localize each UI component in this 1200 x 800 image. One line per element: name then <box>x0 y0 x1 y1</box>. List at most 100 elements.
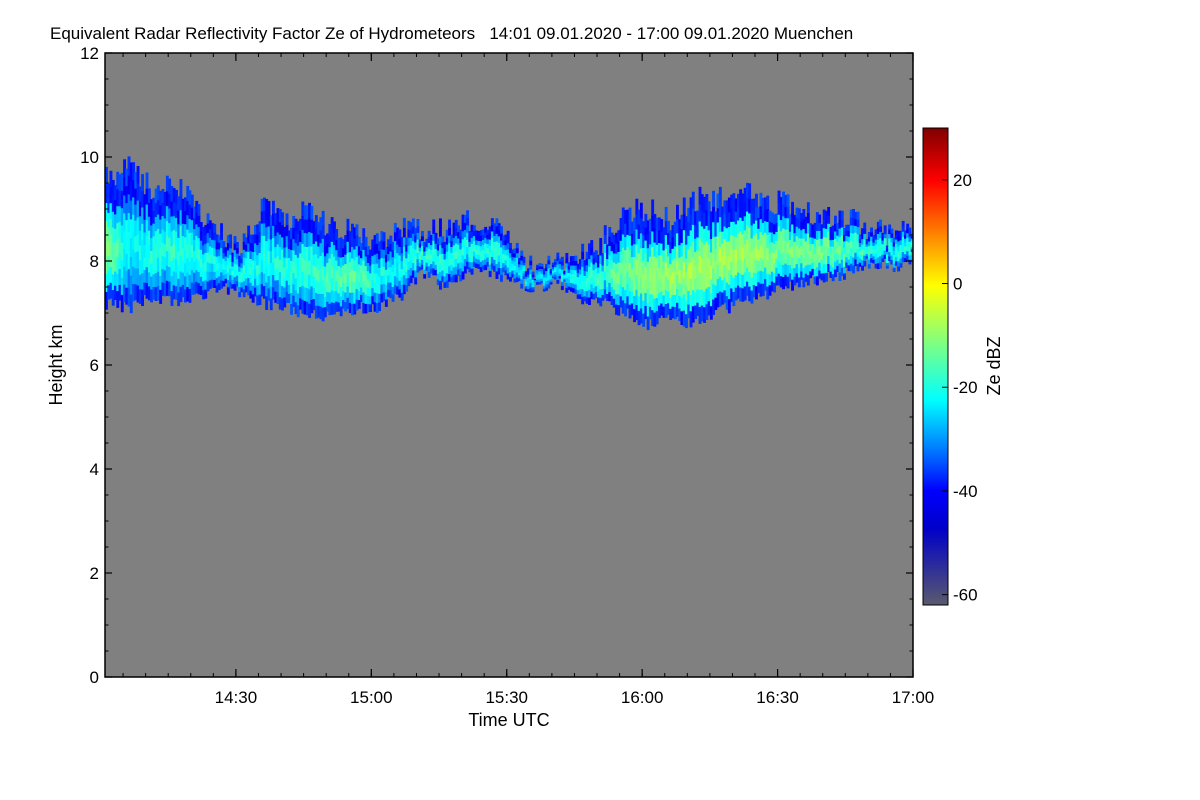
cloud-cell <box>775 231 779 241</box>
cloud-cell <box>290 281 293 294</box>
cloud-cell <box>256 264 260 276</box>
cloud-cell <box>770 212 774 223</box>
cloud-cell <box>870 257 873 263</box>
cloud-cell <box>249 266 253 275</box>
y-tick-label: 10 <box>80 148 99 167</box>
cloud-cell <box>599 271 603 281</box>
cloud-cell <box>757 260 761 272</box>
cloud-cell <box>599 238 603 248</box>
cloud-cell <box>432 247 436 255</box>
cloud-cell <box>818 222 822 231</box>
cloud-cell <box>159 204 163 220</box>
cloud-cell <box>249 234 253 244</box>
cloud-cell <box>312 298 316 310</box>
cloud-cell <box>626 222 630 235</box>
cloud-cell <box>105 273 108 292</box>
cloud-cell <box>147 216 151 231</box>
cloud-cell <box>806 243 810 255</box>
cloud-cell <box>658 280 661 294</box>
cloud-cell <box>317 281 321 294</box>
cloud-cell <box>120 277 124 295</box>
cloud-cell <box>797 218 801 229</box>
cloud-cell <box>179 255 183 272</box>
cloud-cell <box>858 242 862 247</box>
cloud-cell <box>120 242 124 261</box>
cloud-cell <box>405 284 409 292</box>
cloud-cell <box>870 231 873 237</box>
cloud-cell <box>876 256 880 264</box>
cloud-cell <box>427 271 431 278</box>
cloud-cell <box>389 258 393 268</box>
cloud-cell <box>610 268 614 279</box>
cloud-cell <box>181 272 185 285</box>
cloud-cell <box>890 246 894 252</box>
cloud-cell <box>477 231 481 237</box>
cloud-cell <box>870 227 873 233</box>
cloud-cell <box>452 230 456 238</box>
cloud-cell <box>667 302 670 315</box>
cloud-cell <box>766 286 770 300</box>
cloud-cell <box>655 257 659 272</box>
cloud-cell <box>646 288 650 303</box>
cloud-cell <box>829 233 833 241</box>
cloud-cell <box>885 265 889 269</box>
cloud-cell <box>450 276 454 283</box>
cloud-cell <box>554 274 557 278</box>
cloud-cell <box>845 230 849 236</box>
cloud-cell <box>156 185 160 201</box>
cloud-cell <box>272 286 275 300</box>
cloud-cell <box>786 252 790 265</box>
cloud-cell <box>226 272 230 280</box>
cloud-cell <box>323 255 327 267</box>
cloud-cell <box>463 222 467 231</box>
cloud-cell <box>362 260 366 272</box>
cloud-cell <box>355 256 359 268</box>
cloud-cell <box>490 262 494 270</box>
cloud-cell <box>418 266 422 271</box>
cloud-cell <box>698 255 702 273</box>
cloud-cell <box>346 297 350 309</box>
cloud-cell <box>590 254 594 263</box>
cloud-cell <box>470 224 474 232</box>
cloud-cell <box>664 234 668 249</box>
cloud-cell <box>583 275 587 282</box>
cloud-cell <box>581 273 585 282</box>
cloud-cell <box>265 240 269 255</box>
cloud-cell <box>398 280 402 290</box>
cloud-cell <box>531 289 535 293</box>
cloud-cell <box>619 295 623 308</box>
cloud-cell <box>319 268 323 282</box>
cloud-cell <box>515 257 519 263</box>
cloud-cell <box>644 213 648 228</box>
cloud-cell <box>382 232 386 242</box>
cloud-cell <box>707 258 711 273</box>
cloud-cell <box>470 231 474 238</box>
cloud-cell <box>849 247 853 256</box>
cloud-cell <box>610 277 614 288</box>
cloud-cell <box>427 265 431 273</box>
cloud-cell <box>637 252 641 268</box>
cloud-cell <box>170 260 174 277</box>
cloud-cell <box>757 249 761 261</box>
cloud-cell <box>285 291 289 303</box>
cloud-cell <box>114 228 117 243</box>
cloud-cell <box>147 188 151 203</box>
cloud-cell <box>540 263 544 267</box>
cloud-cell <box>648 306 652 320</box>
cloud-cell <box>795 226 799 237</box>
cloud-cell <box>179 270 183 287</box>
cloud-cell <box>556 264 560 269</box>
cloud-cell <box>714 272 718 286</box>
cloud-cell <box>260 223 264 236</box>
cloud-cell <box>662 283 666 296</box>
cloud-cell <box>269 238 273 252</box>
cloud-cell <box>617 230 621 242</box>
cloud-cell <box>362 270 366 282</box>
cloud-cell <box>276 243 280 257</box>
cloud-cell <box>150 212 153 226</box>
cloud-cell <box>303 232 307 247</box>
cloud-cell <box>834 261 837 270</box>
cloud-cell <box>621 273 625 288</box>
cloud-cell <box>477 235 481 241</box>
cloud-cell <box>120 172 124 191</box>
